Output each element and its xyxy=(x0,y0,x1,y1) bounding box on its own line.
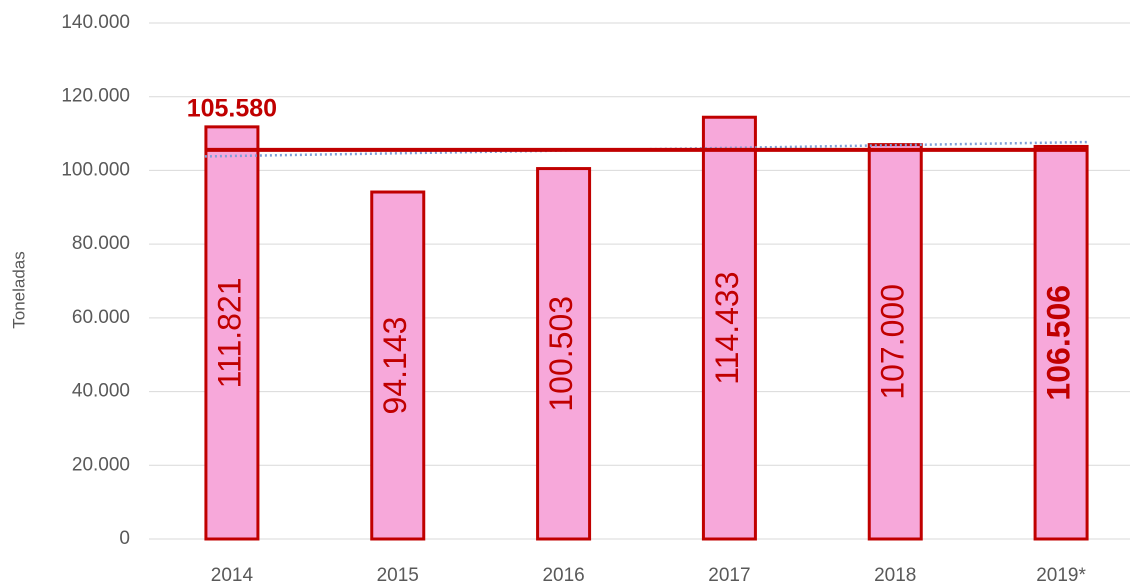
bar xyxy=(1033,144,1089,541)
average-label: 105.580 xyxy=(187,94,277,122)
x-tick-label: 2015 xyxy=(377,565,419,586)
bar xyxy=(701,115,757,541)
value-label: 94.143 xyxy=(377,317,413,415)
value-label: 114.433 xyxy=(709,271,745,384)
value-label: 107.000 xyxy=(875,284,911,400)
y-tick-label: 0 xyxy=(119,528,130,549)
y-tick-label: 100.000 xyxy=(61,159,130,180)
y-tick-label: 80.000 xyxy=(72,233,130,254)
y-axis-label: Toneladas xyxy=(9,251,28,329)
y-tick-label: 60.000 xyxy=(72,307,130,328)
x-tick-label: 2019* xyxy=(1036,565,1086,586)
y-tick-label: 120.000 xyxy=(61,86,130,107)
bar xyxy=(370,190,426,541)
y-tick-label: 20.000 xyxy=(72,454,130,475)
bar xyxy=(204,125,260,541)
bar xyxy=(536,167,592,541)
x-tick-label: 2014 xyxy=(211,565,254,586)
x-tick-label: 2017 xyxy=(708,565,750,586)
y-tick-label: 40.000 xyxy=(72,381,130,402)
value-label: 100.503 xyxy=(543,296,579,412)
x-tick-label: 2016 xyxy=(542,565,584,586)
x-tick-label: 2018 xyxy=(874,565,916,586)
value-label: 111.821 xyxy=(211,277,247,388)
y-tick-label: 140.000 xyxy=(61,12,130,33)
bar xyxy=(867,143,923,541)
value-label: 106.506 xyxy=(1041,285,1077,401)
